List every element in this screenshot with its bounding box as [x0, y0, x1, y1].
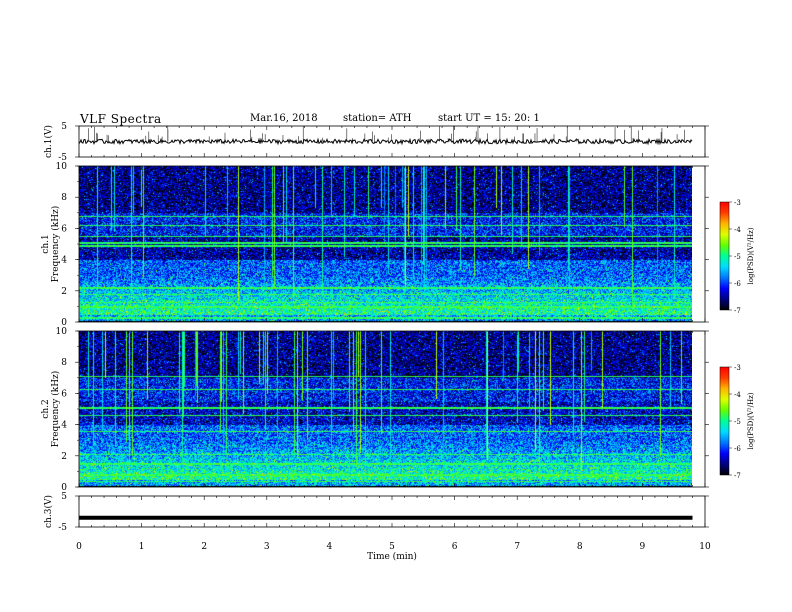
date-label: Mar.16, 2018 — [250, 113, 318, 124]
ch1-freq-label: Frequency (kHz) — [50, 206, 61, 283]
start-time-label: start UT = 15: 20: 1 — [438, 113, 540, 124]
ch2-channel-label: ch.2 — [41, 399, 51, 418]
colorbar-tick-label: -5 — [734, 418, 741, 426]
ch3-ylabel: ch.3(V) — [43, 495, 54, 528]
waveform-layer — [78, 126, 693, 520]
colorbar-tick-label: -7 — [734, 307, 741, 315]
panel-frame — [78, 495, 706, 528]
y-tick-label: 2 — [61, 452, 67, 462]
x-tick-label: 7 — [514, 542, 520, 552]
x-tick-label: 5 — [389, 542, 395, 552]
x-tick-label: 3 — [264, 542, 270, 552]
y-tick-label: 6 — [61, 389, 67, 399]
colorbar-label: log(PSD)(V²/Hz) — [747, 227, 755, 284]
station-label: station= ATH — [343, 113, 412, 124]
ch2-spectrogram-image — [79, 331, 692, 487]
x-tick-label: 6 — [452, 542, 458, 552]
x-tick-label: 4 — [327, 542, 333, 552]
x-tick-label: 0 — [76, 542, 82, 552]
colorbar-tick-label: -7 — [734, 472, 741, 480]
colorbar-tick-label: -4 — [734, 226, 741, 234]
colorbar-tick-label: -4 — [734, 391, 741, 399]
y-tick-label: 4 — [61, 256, 67, 266]
x-tick-label: 2 — [201, 542, 207, 552]
y-tick-label: 5 — [61, 492, 67, 502]
ch1-channel-label: ch.1 — [41, 234, 51, 253]
x-axis-label: Time (min) — [367, 551, 417, 562]
spectrogram-layer — [79, 166, 692, 487]
y-tick-label: 8 — [61, 358, 67, 368]
y-tick-label: 0 — [61, 318, 67, 328]
ch1-colorbar — [719, 201, 730, 311]
colorbar-tick-label: -6 — [734, 280, 741, 288]
y-tick-label: 0 — [61, 483, 67, 493]
colorbar-tick-label: -3 — [734, 364, 741, 372]
colorbar-tick-label: -6 — [734, 445, 741, 453]
x-tick-label: 8 — [577, 542, 583, 552]
axes-layer — [75, 125, 732, 528]
y-tick-label: 10 — [56, 327, 68, 337]
y-tick-label: 2 — [61, 287, 67, 297]
colorbar-label: log(PSD)(V²/Hz) — [747, 392, 755, 449]
x-tick-label: 1 — [139, 542, 145, 552]
y-tick-label: 8 — [61, 193, 67, 203]
ch1-ylabel: ch.1(V) — [43, 125, 54, 158]
ch2-freq-label: Frequency (kHz) — [50, 371, 61, 448]
figure-title: VLF Spectra — [80, 112, 162, 126]
ch1-spectrogram-image — [79, 166, 692, 322]
y-tick-label: -5 — [58, 523, 67, 533]
y-tick-label: 10 — [56, 162, 68, 172]
ch2-colorbar — [719, 366, 730, 476]
ch1-waveform-line — [78, 137, 693, 146]
x-tick-label: 9 — [640, 542, 646, 552]
colorbar-tick-label: -3 — [734, 199, 741, 207]
y-tick-label: -5 — [58, 153, 67, 163]
y-tick-label: 6 — [61, 224, 67, 234]
x-tick-label: 10 — [699, 542, 711, 552]
y-tick-label: 5 — [61, 122, 67, 132]
y-tick-label: 4 — [61, 421, 67, 431]
colorbar-tick-label: -5 — [734, 253, 741, 261]
